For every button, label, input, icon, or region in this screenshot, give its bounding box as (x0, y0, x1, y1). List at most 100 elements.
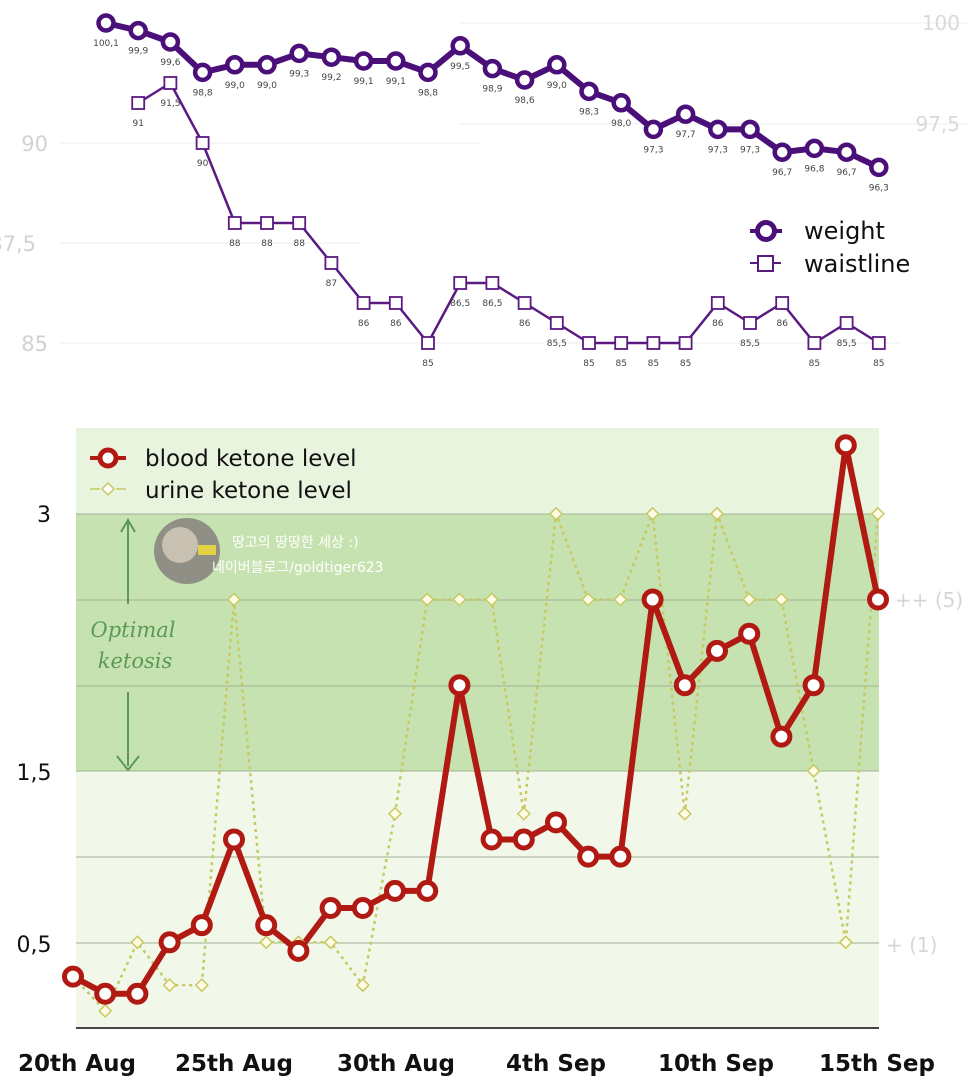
weight-point (289, 43, 309, 64)
weight-point (643, 119, 664, 140)
urine-ketone-point (484, 592, 499, 607)
blood-ketone-point (416, 879, 439, 902)
blood-ketone-point (738, 622, 761, 645)
weight-value-label: 96,8 (804, 164, 824, 174)
weight-value-label: 99,1 (354, 77, 374, 87)
weight-value-label: 97,3 (740, 145, 760, 155)
waistline-point (292, 216, 307, 230)
urine-ketone-point (387, 806, 403, 821)
weight-value-label: 100,1 (93, 39, 119, 49)
weight-series-line (105, 20, 881, 171)
weight-point (418, 62, 438, 83)
blood-ketone-point (126, 982, 149, 1005)
waistline-point (646, 336, 661, 350)
blood-ketone-point (255, 914, 278, 937)
urine-ketone-point (194, 978, 209, 993)
waistline-markers: 91 91,5 90 88 88 88 87 86 86 85 86,5 86,5 86 85,5 85 85… (131, 76, 886, 369)
waistline-legend-marker (757, 255, 774, 272)
ketone-chart: 3 1,5 0,5 ++ (5) + (1) 20th Aug 25th Aug… (17, 428, 963, 1077)
urine-ketone-point (420, 592, 435, 607)
blood-legend-marker (97, 447, 119, 469)
weight-point (514, 70, 535, 90)
waist-axis-tick-87-5: 87,5 (0, 232, 36, 256)
waistline-point (678, 336, 693, 350)
ketone-axis-tick-1-5: 1,5 (17, 761, 52, 786)
weight-legend-marker (755, 220, 777, 242)
optimal-ketosis-label-line2: ketosis (98, 649, 173, 673)
waistline-value-label: 85,5 (740, 339, 760, 349)
waistline-value-label: 85,5 (547, 339, 567, 349)
blood-ketone-point (770, 725, 793, 748)
blood-ketone-point (480, 828, 503, 851)
urine-axis-tick-plus-plus: ++ (5) (895, 588, 963, 612)
weight-value-label: 96,3 (869, 183, 889, 193)
waistline-value-label: 91 (132, 119, 143, 129)
blood-ketone-point (158, 931, 181, 954)
waistline-value-label: 88 (261, 239, 273, 249)
waistline-value-label: 90 (197, 159, 209, 169)
weight-point (257, 55, 277, 75)
waistline-point (775, 296, 790, 310)
blood-ketone-point (867, 588, 889, 611)
waistline-point (743, 316, 757, 330)
blood-ketone-point (190, 914, 213, 937)
weight-point (547, 55, 567, 75)
waistline-point (517, 296, 532, 310)
urine-ketone-point (838, 935, 853, 950)
waistline-point (421, 336, 435, 350)
weight-value-label: 99,3 (289, 69, 309, 79)
weight-value-label: 99,1 (386, 77, 406, 87)
weight-legend: weight waistline (750, 217, 910, 278)
urine-ketone-point (709, 506, 725, 521)
x-label-15th-sep: 15th Sep (819, 1051, 935, 1077)
weight-point (225, 55, 245, 75)
weight-value-label: 96,7 (837, 168, 857, 178)
urine-axis-tick-plus: + (1) (886, 933, 937, 957)
waistline-value-label: 88 (293, 239, 305, 249)
x-label-10th-sep: 10th Sep (658, 1051, 774, 1077)
urine-ketone-point (226, 592, 242, 607)
x-label-30th-aug: 30th Aug (337, 1051, 455, 1077)
waistline-value-label: 86,5 (450, 299, 470, 309)
weight-value-label: 99,6 (160, 58, 180, 68)
optimal-ketosis-arrow (116, 518, 140, 772)
waistline-value-label: 85 (648, 359, 659, 369)
weight-value-label: 97,7 (676, 130, 696, 140)
waistline-point (195, 136, 210, 150)
weight-value-label: 99,0 (225, 81, 245, 91)
urine-ketone-point (130, 935, 145, 950)
weight-value-label: 97,3 (708, 145, 728, 155)
urine-ketone-point (870, 506, 886, 521)
ketone-axis-tick-3: 3 (37, 503, 51, 528)
waistline-value-label: 86 (712, 319, 724, 329)
weight-point (160, 32, 181, 52)
blood-ketone-point (641, 588, 664, 611)
blood-ketone-point (512, 828, 535, 851)
waistline-point (582, 336, 596, 350)
urine-ketone-point (548, 506, 564, 521)
blog-watermark: 땅고의 땅땅한 세상 :) 네이버블로그/goldtiger623 (154, 518, 384, 584)
waistline-value-label: 85 (422, 359, 433, 369)
waistline-value-label: 86 (390, 319, 402, 329)
weight-point (192, 62, 213, 83)
blood-ketone-point (577, 845, 600, 868)
ketone-legend: blood ketone level urine ketone level (90, 446, 357, 504)
waistline-value-label: 86 (776, 319, 788, 329)
weight-point (450, 36, 470, 56)
urine-ketone-point (677, 806, 692, 821)
weight-point (128, 20, 148, 41)
waistline-point (227, 216, 242, 230)
weight-axis-tick-100: 100 (922, 11, 960, 35)
weight-value-label: 98,8 (418, 88, 438, 98)
weight-point (740, 119, 760, 140)
waistline-value-label: 85 (583, 359, 594, 369)
blood-legend-label: blood ketone level (145, 446, 357, 472)
urine-ketone-point (162, 978, 177, 993)
urine-legend-marker (100, 481, 116, 497)
optimal-ketosis-label-line1: Optimal (91, 618, 176, 642)
waistline-point (871, 336, 886, 350)
blood-ketone-markers (62, 434, 889, 1005)
blood-ketone-point (448, 674, 471, 697)
blood-ketone-point (706, 639, 728, 662)
